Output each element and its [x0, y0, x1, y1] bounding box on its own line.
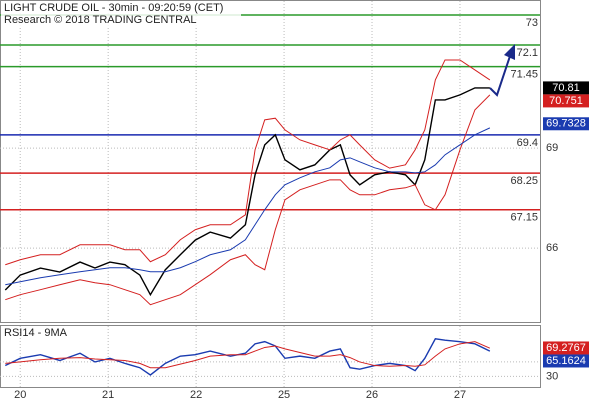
value-box-label: 70.81	[552, 82, 580, 94]
value-box-label: 70.751	[549, 95, 583, 107]
level-label: 68.25	[510, 175, 538, 187]
forecast-arrow	[489, 55, 511, 97]
x-tick-label: 21	[102, 389, 114, 400]
x-tick-label: 26	[366, 389, 378, 400]
value-box	[543, 94, 589, 108]
rsi-title: RSI14 - 9MA	[4, 327, 68, 339]
series-line	[4, 87, 490, 297]
series-line	[5, 94, 491, 306]
y-tick-label: 30	[546, 370, 558, 382]
y-tick-label: 69	[546, 142, 558, 154]
x-tick-label: 25	[278, 389, 290, 400]
value-box-label: 65.1624	[546, 355, 586, 367]
level-label: 69.4	[517, 137, 538, 149]
series-line	[4, 337, 491, 376]
forecast-arrowhead	[504, 44, 515, 60]
level-label: 73	[526, 17, 538, 29]
x-tick-label: 20	[14, 389, 26, 400]
level-label: 71.45	[510, 69, 538, 81]
value-box-label: 69.7328	[546, 118, 586, 130]
x-tick-label: 27	[454, 389, 466, 400]
value-box	[543, 81, 589, 95]
value-box	[543, 341, 589, 355]
price-panel	[0, 0, 541, 323]
value-box-label: 69.2767	[546, 342, 586, 354]
rsi-panel	[0, 325, 541, 388]
y-tick-label: 66	[546, 242, 558, 254]
level-label: 67.15	[510, 212, 538, 224]
series-line	[5, 59, 491, 266]
series-line	[5, 127, 491, 286]
level-label: 72.1	[517, 47, 538, 59]
value-box	[543, 354, 589, 368]
x-tick-label: 22	[190, 389, 202, 400]
title-backdrop	[1, 1, 241, 27]
value-box	[543, 117, 589, 131]
chart-title: LIGHT CRUDE OIL - 30min - 09:20:59 (CET)	[4, 2, 223, 14]
series-line	[5, 341, 491, 369]
chart-subtitle: Research © 2018 TRADING CENTRAL	[4, 14, 197, 26]
